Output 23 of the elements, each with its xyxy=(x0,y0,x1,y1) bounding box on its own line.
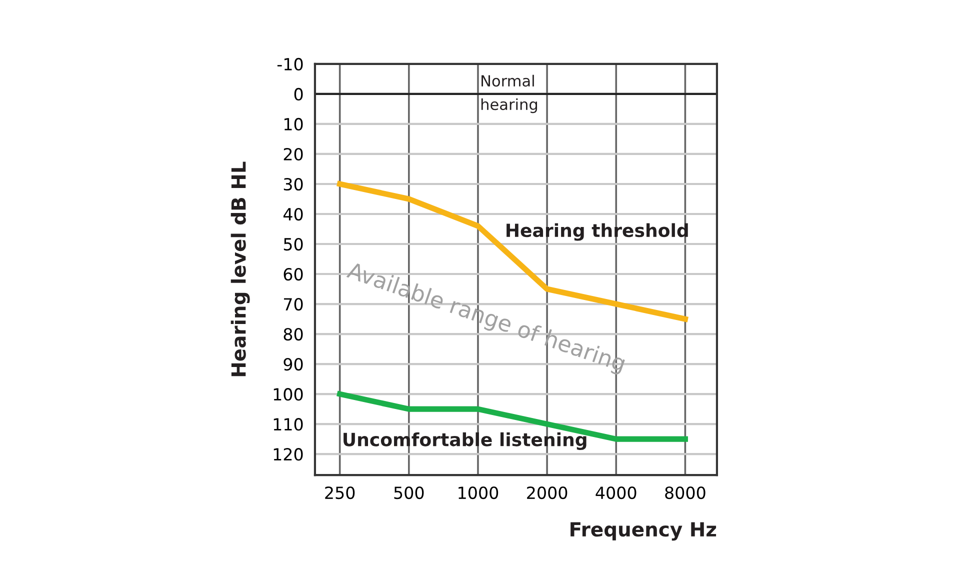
x-tick-label: 500 xyxy=(394,486,424,500)
y-tick-label: 60 xyxy=(284,268,303,281)
y-tick-label: 0 xyxy=(294,88,303,101)
y-tick-label: 20 xyxy=(284,148,303,161)
y-tick-label: 70 xyxy=(284,298,303,311)
y-tick-label: 10 xyxy=(284,118,303,131)
x-axis-title: Frequency Hz xyxy=(570,522,716,541)
y-tick-label: 40 xyxy=(283,208,303,221)
y-axis-title: Hearing level dB HL xyxy=(230,162,250,376)
x-tick-label: 4000 xyxy=(596,486,636,500)
x-tick-label: 2000 xyxy=(527,486,568,500)
y-tick-label: 50 xyxy=(284,238,303,251)
x-tick-label: 1000 xyxy=(458,486,498,500)
y-tick-label: -10 xyxy=(277,58,303,71)
y-tick-label: 120 xyxy=(274,448,303,461)
y-tick-label: 80 xyxy=(284,328,303,341)
y-tick-label: 100 xyxy=(274,388,303,401)
y-tick-label: 30 xyxy=(284,178,303,191)
y-tick-label: 110 xyxy=(274,418,303,431)
x-tick-label: 250 xyxy=(325,486,355,500)
x-tick-label: 8000 xyxy=(665,486,706,500)
annotation: Normal hearing xyxy=(481,74,538,114)
y-tick-label: 90 xyxy=(284,358,303,371)
